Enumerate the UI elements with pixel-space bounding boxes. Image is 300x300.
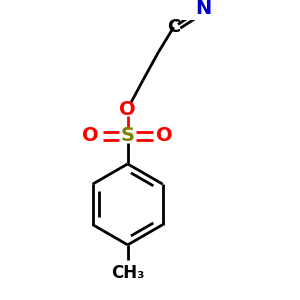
Text: O: O: [119, 100, 136, 119]
Text: C: C: [167, 18, 180, 36]
Text: N: N: [195, 0, 211, 18]
Text: CH₃: CH₃: [111, 264, 144, 282]
Text: O: O: [157, 127, 173, 146]
Text: S: S: [121, 127, 135, 146]
Text: O: O: [82, 127, 99, 146]
